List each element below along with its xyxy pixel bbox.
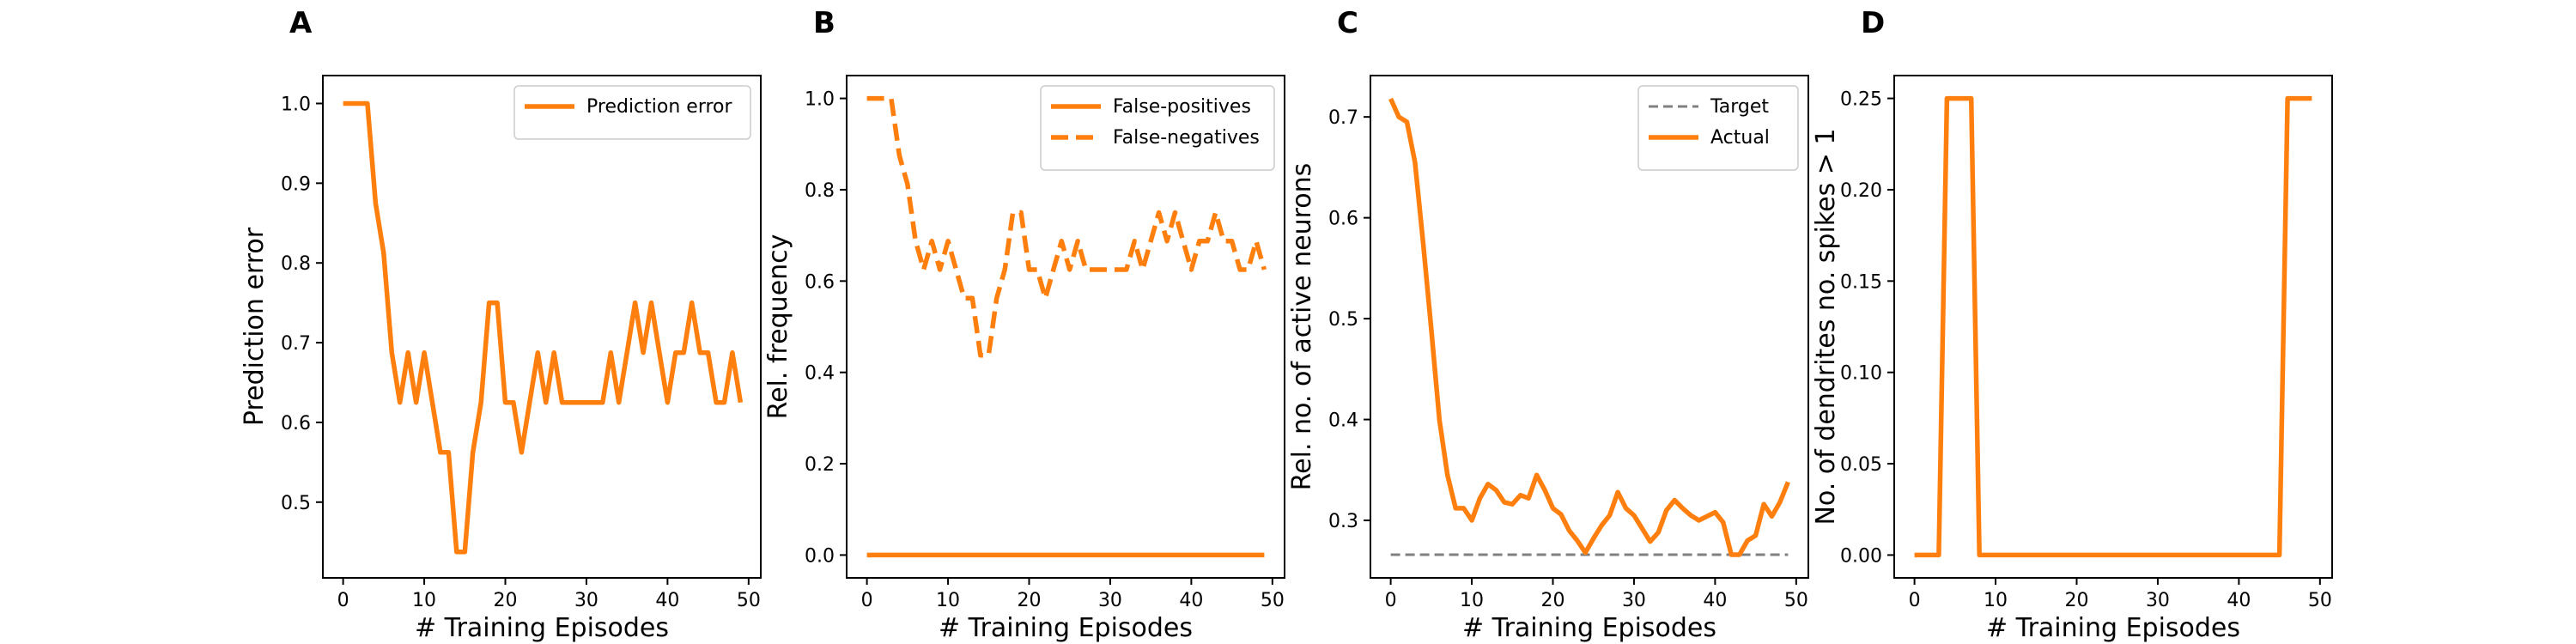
y-axis-label: No. of dendrites no. spikes > 1 — [1811, 128, 1841, 525]
y-tick-label: 0.15 — [1840, 271, 1882, 293]
panel-b: B 0 10 20 30 40 50 0.0 0.2 0.4 0.6 0.8 1.0 # Training… — [763, 6, 1285, 643]
plot-frame — [1370, 75, 1809, 579]
panel-d: D 0 10 20 30 40 50 0.00 0.05 0.10 0.15 0.20 0.25 # Tr… — [1811, 6, 2333, 643]
x-tick-label: 20 — [494, 590, 518, 611]
y-tick-label: 0.6 — [805, 271, 835, 293]
legend-entry: False-negatives — [1113, 127, 1260, 149]
x-tick-label: 40 — [1703, 590, 1727, 611]
x-tick-label: 20 — [1018, 590, 1042, 611]
x-tick-label: 50 — [737, 590, 761, 611]
y-tick-label: 0.20 — [1840, 180, 1882, 202]
x-tick-label: 20 — [2065, 590, 2089, 611]
y-axis-label: Rel. frequency — [763, 234, 793, 420]
x-tick-label: 50 — [1784, 590, 1808, 611]
x-tick-label: 10 — [1984, 590, 2008, 611]
plot-frame — [322, 75, 762, 579]
legend-box — [513, 85, 751, 140]
y-tick-label: 0.4 — [805, 363, 835, 385]
y-tick-label: 0.8 — [805, 180, 835, 202]
x-tick-label: 20 — [1541, 590, 1565, 611]
x-tick-label: 30 — [2146, 590, 2170, 611]
series-line-prediction-error — [343, 100, 744, 555]
legend: Target Actual — [1637, 85, 1799, 171]
x-tick-label: 40 — [655, 590, 679, 611]
y-tick-label: 0.00 — [1840, 545, 1882, 567]
y-tick-label: 0.5 — [281, 493, 311, 514]
legend-entry: Actual — [1710, 127, 1770, 149]
y-tick-label: 0.3 — [1328, 511, 1358, 532]
y-tick-label: 0.4 — [1328, 410, 1358, 432]
x-tick-label: 10 — [412, 590, 436, 611]
x-axis-label: # Training Episodes — [1462, 613, 1716, 643]
x-axis-label: # Training Episodes — [415, 613, 669, 643]
y-tick-label: 0.6 — [1328, 209, 1358, 230]
y-axis-label: Prediction error — [240, 227, 270, 426]
x-tick-label: 30 — [574, 590, 598, 611]
legend-entry: False-positives — [1113, 96, 1251, 118]
x-axis-label: # Training Episodes — [939, 613, 1193, 643]
x-tick-label: 10 — [1460, 590, 1484, 611]
x-tick-label: 10 — [936, 590, 960, 611]
legend: Prediction error — [513, 85, 751, 140]
panel-letter: A — [289, 6, 313, 40]
series-line-false-negatives — [866, 95, 1267, 358]
panel-c: C 0 10 20 30 40 50 0.3 0.4 0.5 0.6 0.7 # Training Ep… — [1287, 6, 1809, 643]
x-axis-label: # Training Episodes — [1986, 613, 2240, 643]
legend-entry: Target — [1710, 96, 1769, 118]
x-tick-label: 30 — [1098, 590, 1122, 611]
legend-entry: Prediction error — [586, 96, 732, 118]
y-tick-label: 0.0 — [805, 545, 835, 567]
y-tick-label: 0.25 — [1840, 89, 1882, 111]
plot-frame — [1893, 75, 2333, 579]
legend: False-positives False-negatives — [1040, 85, 1275, 171]
y-tick-label: 1.0 — [805, 89, 835, 111]
y-tick-label: 1.0 — [281, 94, 311, 116]
y-tick-label: 0.8 — [281, 253, 311, 275]
panel-a: A 0 10 20 30 40 50 0.5 0.6 0.7 0.8 0.9 1.0 # Training… — [240, 6, 762, 643]
y-tick-label: 0.10 — [1840, 363, 1882, 385]
x-tick-label: 0 — [337, 590, 349, 611]
y-tick-label: 0.7 — [281, 333, 311, 355]
series-line — [1914, 95, 2312, 558]
y-axis-label: Rel. no. of active neurons — [1287, 163, 1317, 491]
plot-frame — [846, 75, 1285, 579]
x-tick-label: 50 — [1261, 590, 1285, 611]
y-tick-label: 0.9 — [281, 173, 311, 195]
x-tick-label: 0 — [1909, 590, 1921, 611]
x-tick-label: 50 — [2308, 590, 2332, 611]
y-tick-label: 0.5 — [1328, 309, 1358, 331]
x-tick-label: 0 — [1385, 590, 1397, 611]
panel-letter: C — [1337, 6, 1358, 40]
y-tick-label: 0.7 — [1328, 107, 1358, 129]
x-tick-label: 40 — [2227, 590, 2251, 611]
x-tick-label: 40 — [1179, 590, 1203, 611]
panel-letter: D — [1861, 6, 1885, 40]
x-tick-label: 0 — [861, 590, 873, 611]
y-tick-label: 0.05 — [1840, 454, 1882, 476]
panel-letter: B — [813, 6, 835, 40]
series-line-actual — [1388, 97, 1790, 557]
x-tick-label: 30 — [1622, 590, 1646, 611]
y-tick-label: 0.6 — [281, 413, 311, 434]
y-tick-label: 0.2 — [805, 454, 835, 476]
